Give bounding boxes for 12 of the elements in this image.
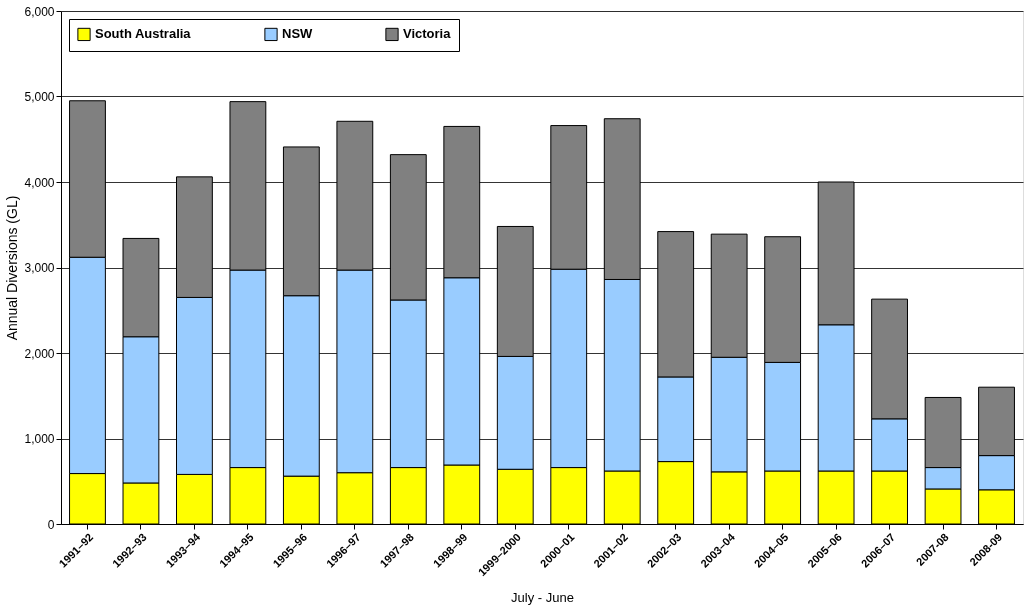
y-tick-label: 4,000 <box>24 175 55 190</box>
legend-label: Victoria <box>403 26 452 42</box>
x-axis-title: July - June <box>511 590 574 606</box>
y-axis-title: Annual Diversions (GL) <box>4 195 21 341</box>
legend-label: NSW <box>282 26 314 42</box>
y-tick-label: 3,000 <box>24 261 55 275</box>
y-tick-label: 1,000 <box>24 432 55 446</box>
y-tick-label: 2,000 <box>24 346 55 361</box>
y-tick-label: 6,000 <box>24 4 55 19</box>
y-tick-label: 0 <box>47 517 55 532</box>
y-tick-label: 5,000 <box>24 90 55 104</box>
legend-label: South Australia <box>95 26 192 42</box>
